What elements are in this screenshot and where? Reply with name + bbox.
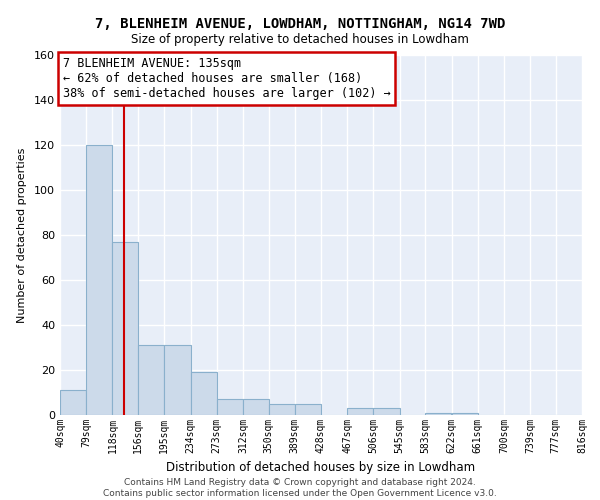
Text: Size of property relative to detached houses in Lowdham: Size of property relative to detached ho…	[131, 32, 469, 46]
Bar	[217, 399, 243, 415]
Bar	[295, 404, 321, 415]
Bar	[86, 145, 112, 415]
Bar	[425, 413, 451, 415]
Bar	[138, 345, 164, 415]
Y-axis label: Number of detached properties: Number of detached properties	[17, 148, 27, 322]
Bar	[347, 408, 373, 415]
Bar	[60, 390, 86, 415]
Bar	[269, 404, 295, 415]
Text: 7, BLENHEIM AVENUE, LOWDHAM, NOTTINGHAM, NG14 7WD: 7, BLENHEIM AVENUE, LOWDHAM, NOTTINGHAM,…	[95, 18, 505, 32]
Bar	[452, 413, 478, 415]
Bar	[112, 242, 138, 415]
Bar	[243, 399, 269, 415]
Bar	[164, 345, 191, 415]
Bar	[191, 372, 217, 415]
Text: 7 BLENHEIM AVENUE: 135sqm
← 62% of detached houses are smaller (168)
38% of semi: 7 BLENHEIM AVENUE: 135sqm ← 62% of detac…	[62, 57, 391, 100]
X-axis label: Distribution of detached houses by size in Lowdham: Distribution of detached houses by size …	[166, 462, 476, 474]
Text: Contains HM Land Registry data © Crown copyright and database right 2024.
Contai: Contains HM Land Registry data © Crown c…	[103, 478, 497, 498]
Bar	[373, 408, 400, 415]
